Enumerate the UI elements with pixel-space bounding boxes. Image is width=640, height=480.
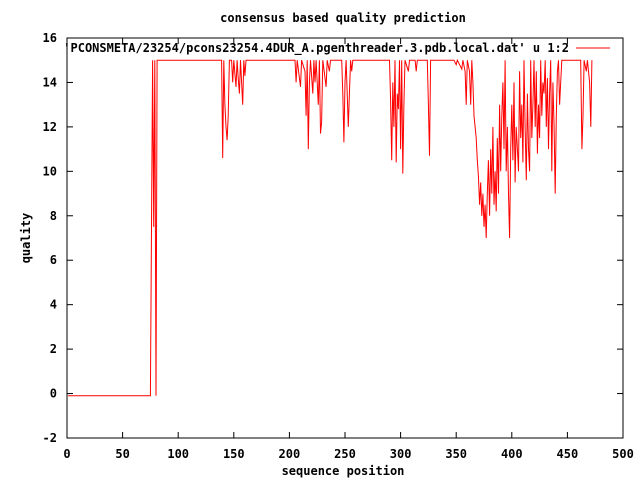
- y-tick-label: 16: [43, 31, 57, 45]
- y-tick-label: 4: [50, 298, 57, 312]
- chart-title: consensus based quality prediction: [220, 11, 466, 25]
- y-tick-label: 6: [50, 253, 57, 267]
- y-axis-label: quality: [19, 213, 33, 264]
- y-tick-label: 8: [50, 209, 57, 223]
- series-line: [68, 58, 593, 397]
- y-tick-label: 10: [43, 164, 57, 178]
- legend: 'PCONSMETA/23254/pcons23254.4DUR_A.pgent…: [63, 41, 610, 56]
- x-tick-label: 250: [334, 447, 356, 461]
- x-tick-label: 100: [167, 447, 189, 461]
- legend-label: 'PCONSMETA/23254/pcons23254.4DUR_A.pgent…: [63, 41, 569, 56]
- series-layer: [68, 58, 593, 397]
- x-tick-label: 500: [612, 447, 634, 461]
- x-tick-label: 200: [279, 447, 301, 461]
- plot-frame: [66, 37, 624, 439]
- x-axis-ticks: 0 50 100 150 200 250 300 350 400 450 500: [63, 38, 634, 461]
- x-tick-label: 450: [557, 447, 579, 461]
- y-tick-label: 0: [50, 387, 57, 401]
- x-tick-label: 0: [63, 447, 70, 461]
- y-tick-label: 12: [43, 120, 57, 134]
- y-tick-label: -2: [43, 431, 57, 445]
- x-tick-label: 150: [223, 447, 245, 461]
- y-axis-ticks: -2 0 2 4 6 8 10 12 14 16: [43, 31, 623, 445]
- x-tick-label: 300: [390, 447, 412, 461]
- x-tick-label: 350: [445, 447, 467, 461]
- x-tick-label: 50: [115, 447, 129, 461]
- x-tick-label: 400: [501, 447, 523, 461]
- y-tick-label: 14: [43, 75, 57, 89]
- y-tick-label: 2: [50, 342, 57, 356]
- x-axis-label: sequence position: [282, 464, 405, 478]
